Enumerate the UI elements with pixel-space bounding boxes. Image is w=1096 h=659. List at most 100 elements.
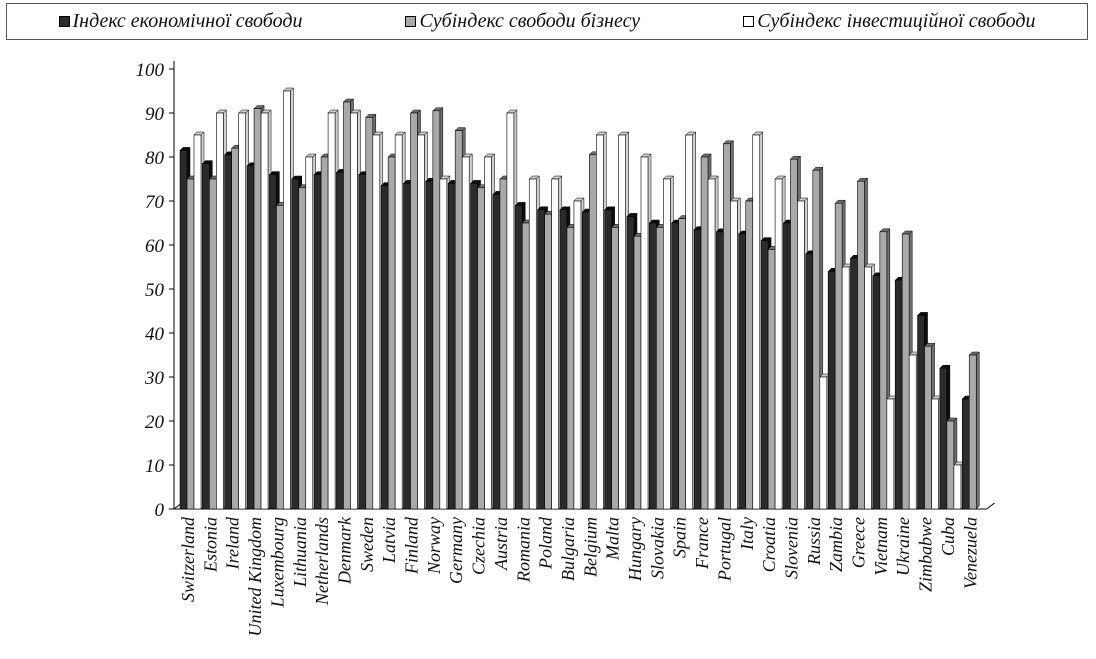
bar-2 — [410, 112, 418, 510]
x-tick-label: Romania — [513, 517, 533, 583]
y-tick-label: 80 — [145, 148, 165, 169]
y-tick-label: 50 — [145, 280, 165, 301]
x-tick-label: Venezuela — [960, 517, 980, 589]
bar-2 — [365, 117, 374, 510]
y-tick-label: 20 — [145, 412, 165, 433]
bar-3 — [439, 178, 448, 510]
x-tick-label: Netherlands — [312, 517, 332, 606]
bar-3 — [931, 398, 939, 510]
bar-3 — [260, 112, 269, 510]
bar-2 — [633, 235, 642, 510]
y-tick-label: 30 — [144, 368, 165, 389]
bar-1 — [537, 209, 545, 510]
x-tick-label: Lithuania — [290, 517, 310, 588]
bar-2 — [566, 227, 575, 510]
bar-1 — [917, 315, 925, 510]
x-tick-label: Ukraine — [893, 517, 913, 576]
x-tick-label: Italy — [737, 517, 757, 551]
bar-3 — [283, 90, 291, 510]
bar-1 — [626, 216, 635, 510]
bar-2 — [231, 147, 239, 510]
x-tick-label: Bulgaria — [558, 517, 578, 581]
bar-3 — [685, 134, 694, 510]
bar-1 — [649, 222, 657, 510]
x-tick-label: Belgium — [580, 517, 600, 577]
legend-swatch-series-2 — [405, 16, 417, 27]
bar-chart: 0 10 20 30 40 50 60 70 80 90 100 Switzerland Estonia… — [136, 60, 995, 637]
bar-2 — [857, 180, 865, 510]
x-tick-label: Germany — [446, 517, 466, 584]
bar-1 — [358, 174, 367, 510]
y-tick-label: 40 — [145, 324, 165, 345]
bar-3 — [640, 156, 649, 510]
bar-3 — [841, 266, 850, 510]
bar-3 — [953, 464, 962, 510]
bar-side — [976, 351, 980, 510]
bar-1 — [470, 183, 478, 510]
bar-3 — [417, 134, 425, 510]
bar-2 — [186, 178, 195, 510]
x-tick-label: France — [692, 517, 712, 570]
bar-1 — [425, 180, 434, 510]
bar-1 — [313, 174, 322, 510]
legend-swatch-series-3 — [743, 16, 755, 27]
bar-3 — [551, 178, 559, 510]
bar-1 — [850, 257, 858, 510]
bar-1 — [671, 222, 680, 510]
bar-2 — [588, 154, 597, 510]
bar-2 — [253, 108, 262, 510]
bar-1 — [581, 211, 590, 510]
legend-item-series-1: Індекс економічної свободи — [58, 10, 302, 33]
x-tick-label: Poland — [536, 516, 556, 570]
bar-3 — [528, 178, 537, 510]
bar-1 — [447, 183, 456, 510]
bar-1 — [492, 194, 501, 510]
bar-2 — [901, 233, 910, 510]
bar-2 — [790, 158, 798, 510]
bar-3 — [350, 112, 358, 510]
bar-2 — [723, 143, 731, 510]
bar-3 — [238, 112, 246, 510]
bar-3 — [216, 112, 224, 510]
x-tick-label: Luxembourg — [267, 517, 287, 608]
bar-1 — [559, 209, 568, 510]
bar-3 — [886, 398, 895, 510]
bar-3 — [327, 112, 336, 510]
bar-1 — [403, 183, 411, 510]
bar-1 — [514, 205, 523, 510]
legend-item-series-3: Субіндекс інвестиційної свободи — [743, 10, 1035, 33]
bar-3 — [305, 156, 314, 510]
y-tick-label: 0 — [155, 500, 165, 521]
bar-3 — [461, 156, 470, 510]
x-tick-label: Switzerland — [178, 516, 198, 602]
bar-3 — [193, 134, 202, 510]
bar-3 — [506, 112, 515, 510]
bar-2 — [700, 156, 709, 510]
bar-1 — [604, 209, 612, 510]
x-tick-label: Estonia — [200, 517, 220, 573]
x-tick-label: Zimbabwe — [916, 517, 936, 592]
bar-2 — [968, 354, 977, 510]
y-tick-label: 10 — [145, 456, 165, 477]
y-tick-label: 100 — [136, 60, 165, 81]
bar-3 — [752, 134, 761, 510]
x-tick-label: Sweden — [357, 517, 377, 572]
bar-1 — [961, 398, 970, 510]
bar-2 — [924, 345, 932, 510]
bar-3 — [730, 200, 738, 510]
bar-3 — [774, 178, 783, 510]
bar-2 — [544, 213, 552, 510]
x-tick-label: Latvia — [379, 517, 399, 564]
x-tick-label: Cuba — [938, 517, 958, 556]
bar-3 — [908, 354, 917, 510]
legend-label-series-2: Субіндекс свободи бізнесу — [419, 10, 641, 32]
bar-1 — [872, 275, 881, 510]
bar-2 — [678, 218, 687, 510]
x-tick-label: Ireland — [223, 516, 243, 570]
bar-2 — [343, 101, 351, 510]
bar-3 — [797, 200, 805, 510]
bar-1 — [805, 253, 814, 510]
bar-1 — [716, 231, 724, 510]
bar-1 — [291, 178, 300, 510]
bar-2 — [946, 420, 955, 510]
